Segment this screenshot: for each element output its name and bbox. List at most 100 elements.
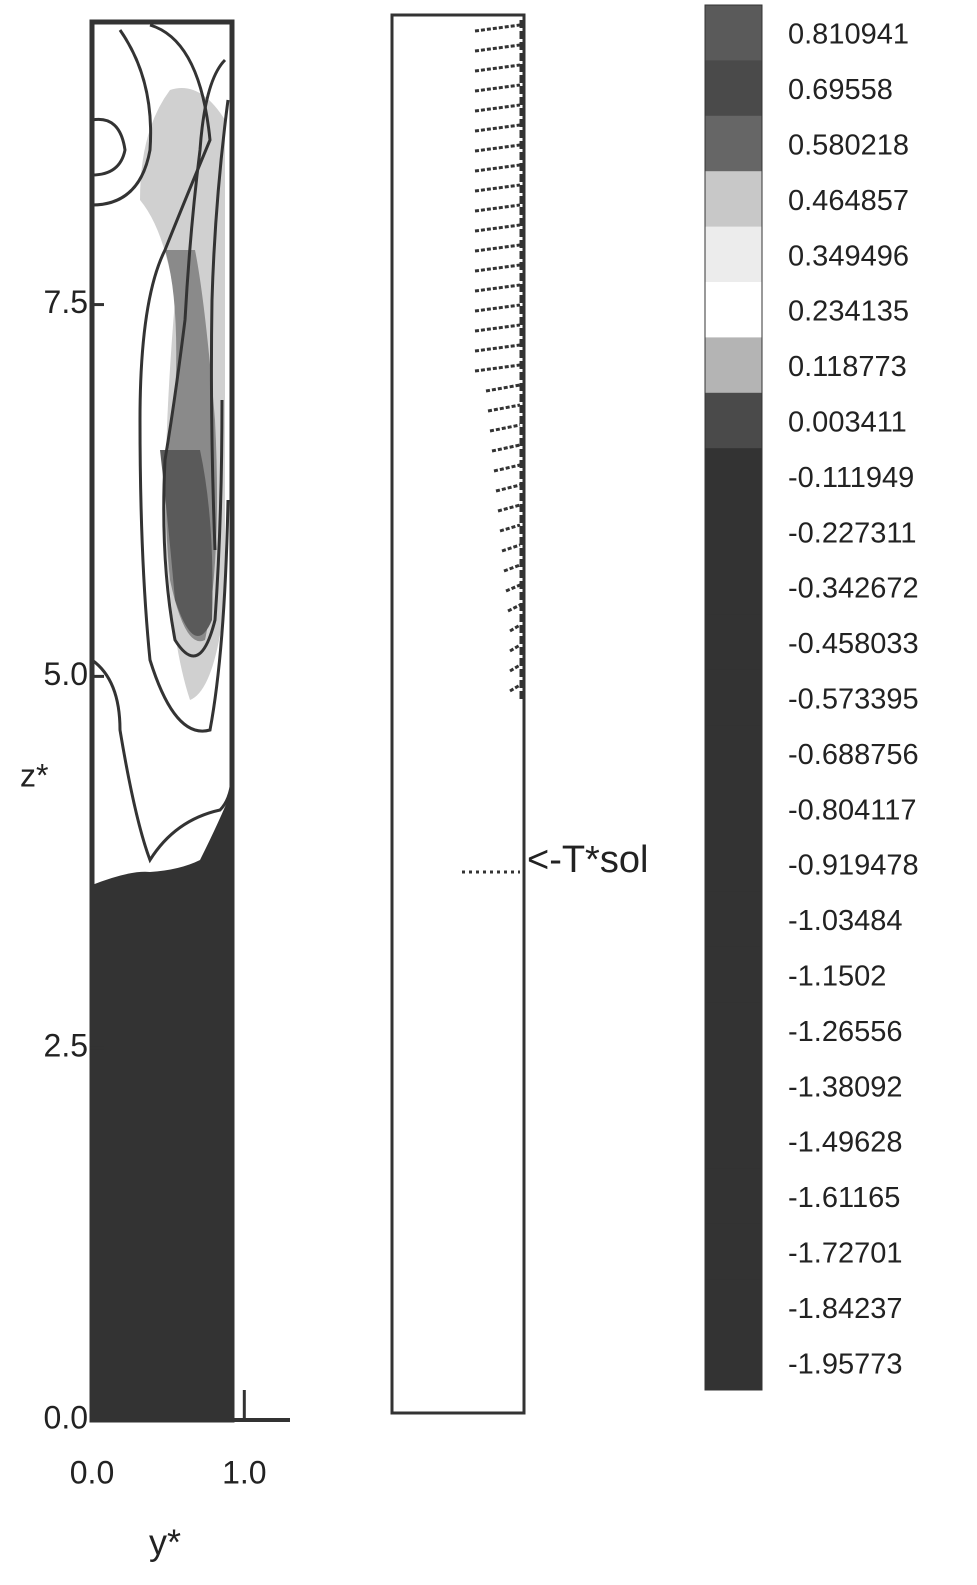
colorbar-label: -0.919478 [788,850,919,882]
colorbar-band [705,1057,762,1114]
contour-line [91,658,234,864]
annotation: <-T*sol [527,839,648,881]
colorbar-label: 0.234135 [788,296,909,328]
vector-arrow [509,643,521,653]
colorbar-band [705,946,762,1003]
colorbar-band [705,1279,762,1336]
colorbar-label: -1.38092 [788,1071,903,1103]
colorbar-label: -1.61165 [788,1182,900,1214]
x-tick-label: 0.0 [70,1454,114,1490]
colorbar-band [705,1113,762,1169]
colorbar-band [705,503,762,560]
colorbar-label: -0.688756 [788,739,919,771]
x-tick-label: 1.0 [222,1454,266,1490]
colorbar-band [705,448,762,505]
colorbar-label: -0.573395 [788,683,919,715]
colorbar-label: -0.458033 [788,628,919,660]
vector-arrow [495,483,521,493]
colorbar-label: -1.84237 [788,1293,903,1325]
vector-arrow [499,523,521,533]
colorbar-band [705,891,762,948]
colorbar-label: -1.95773 [788,1348,903,1380]
vector-arrow [474,243,521,253]
colorbar-band [705,115,762,172]
y-tick-label: 0.0 [44,1399,88,1435]
colorbar-label: 0.349496 [788,240,909,272]
vector-arrow [474,183,521,193]
colorbar-label: -0.111949 [788,462,914,494]
contour-lines [91,23,234,864]
colorbar-band [705,1334,762,1391]
vector-arrow [474,143,521,153]
vector-arrow [474,163,521,173]
y-tick-label: 7.5 [44,284,88,320]
vector-arrow [507,603,521,613]
colorbar-label: -0.804117 [788,794,916,826]
vector-arrow [509,663,521,673]
colorbar-label: 0.580218 [788,129,909,161]
vector-arrow [474,83,521,93]
colorbar-band [705,725,762,782]
colorbar-band [705,60,762,117]
colorbar-label: -1.03484 [788,905,903,937]
colorbar-label: -0.342672 [788,573,919,605]
colorbar-band [705,669,762,726]
colorbar-band [705,1168,762,1225]
vector-arrow [497,503,521,513]
vector-arrow [474,263,521,273]
vector-arrow [509,623,521,633]
colorbar-band [705,559,762,615]
vector-arrow [493,463,521,473]
vector-arrow [474,303,521,313]
colorbar-label: 0.810941 [788,19,909,51]
colorbar-label: -0.227311 [788,517,916,549]
vector-arrow [474,363,521,373]
vector-arrow [489,423,521,433]
solid-front [92,790,232,1420]
vector-arrow [509,683,521,693]
colorbar-band [705,337,762,394]
vector-arrow [474,103,521,113]
colorbar-band [705,392,762,449]
vector-arrow [505,583,521,593]
colorbar-band [705,5,762,61]
colorbar-band [705,836,762,892]
vector-arrow [474,23,521,33]
x-axis-label: y* [149,1522,181,1563]
vector-arrow [474,343,521,353]
colorbar-band [705,171,762,228]
contour-line [162,58,227,658]
contour-field [89,19,235,1423]
vector-arrow [491,443,521,453]
vector-arrow [474,43,521,53]
colorbar-label: -1.49628 [788,1127,903,1159]
vector-arrow [485,383,521,393]
colorbar-band [705,614,762,671]
vector-arrow [474,323,521,333]
colorbar-label: -1.72701 [788,1237,903,1269]
colorbar-frame [704,4,763,1391]
colorbar-band [705,282,762,338]
contour-line [91,29,153,207]
vector-arrow [503,563,521,573]
colorbar-label: 0.464857 [788,185,909,217]
y-tick-label: 2.5 [44,1028,88,1064]
vector-arrow [474,203,521,213]
vector-arrow [474,223,521,233]
vector-frame [390,13,526,1415]
colorbar-band [705,780,762,837]
colorbar-band [705,1223,762,1280]
colorbar-label: -1.26556 [788,1016,903,1048]
colorbar-band [705,226,762,283]
contour-line [138,23,230,733]
vector-arrow [487,403,521,413]
vector-arrow [474,63,521,73]
y-axis-label: z* [20,757,48,793]
vector-arrow [474,283,521,293]
colorbar-label: -1.1502 [788,960,886,992]
vector-arrow [501,543,521,553]
y-tick-label: 5.0 [44,656,88,692]
colorbar-label: 0.118773 [788,351,907,383]
